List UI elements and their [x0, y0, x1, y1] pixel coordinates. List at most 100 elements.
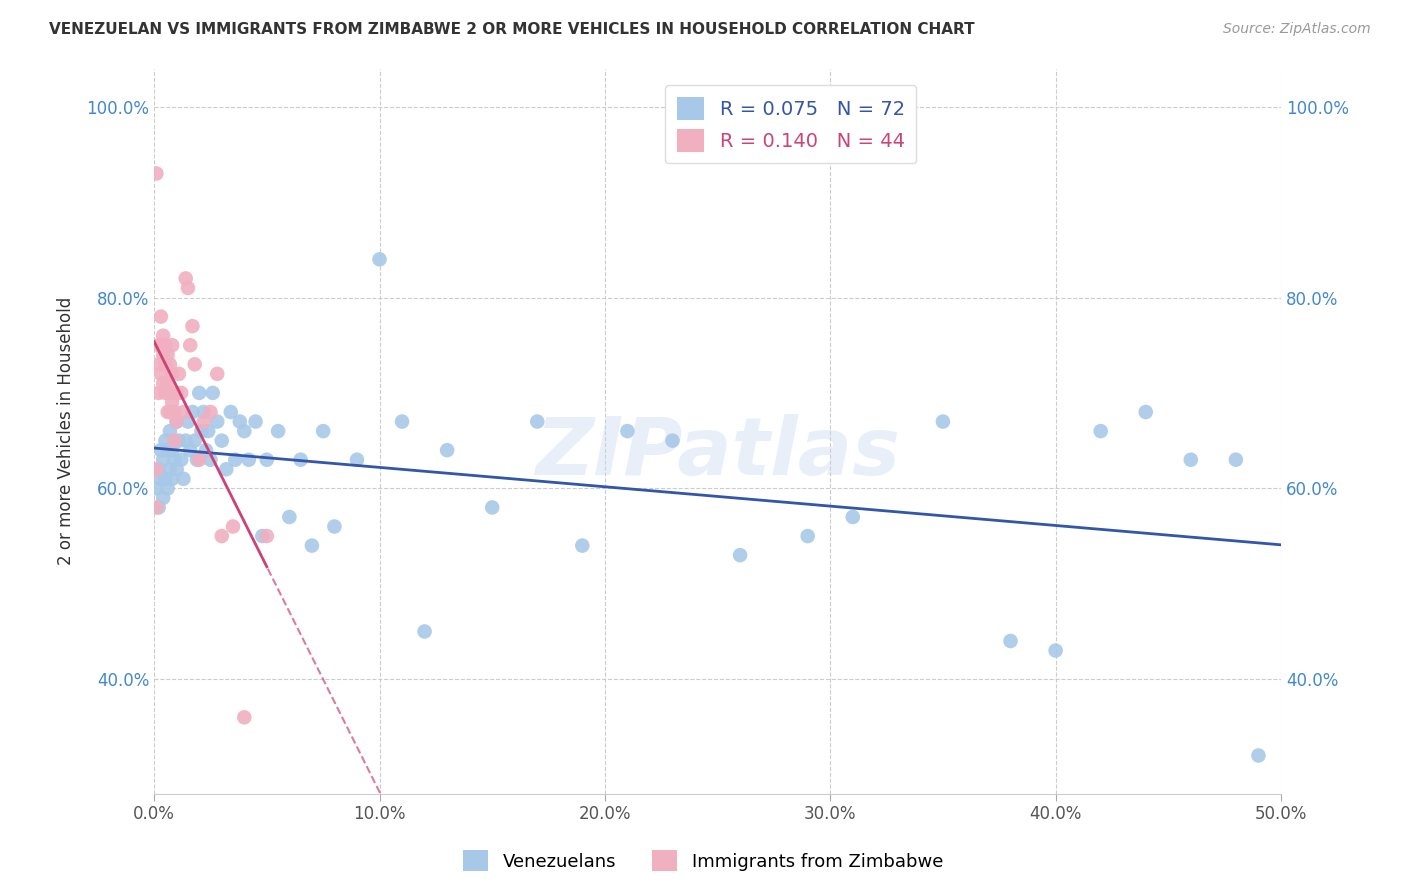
- Point: [481, 500, 503, 515]
- Point: [145, 462, 167, 476]
- Point: [166, 386, 188, 401]
- Point: [159, 357, 181, 371]
- Point: [152, 452, 174, 467]
- Point: [193, 405, 215, 419]
- Point: [1135, 405, 1157, 419]
- Point: [149, 367, 172, 381]
- Point: [177, 281, 200, 295]
- Point: [152, 491, 174, 505]
- Point: [149, 338, 172, 352]
- Point: [148, 357, 170, 371]
- Point: [301, 539, 323, 553]
- Point: [346, 452, 368, 467]
- Text: VENEZUELAN VS IMMIGRANTS FROM ZIMBABWE 2 OR MORE VEHICLES IN HOUSEHOLD CORRELATI: VENEZUELAN VS IMMIGRANTS FROM ZIMBABWE 2…: [49, 22, 974, 37]
- Point: [200, 405, 222, 419]
- Point: [170, 386, 193, 401]
- Point: [149, 472, 172, 486]
- Point: [188, 452, 211, 467]
- Point: [1247, 748, 1270, 763]
- Point: [166, 415, 188, 429]
- Point: [312, 424, 335, 438]
- Point: [181, 319, 204, 334]
- Legend: Venezuelans, Immigrants from Zimbabwe: Venezuelans, Immigrants from Zimbabwe: [456, 843, 950, 879]
- Point: [149, 310, 172, 324]
- Point: [152, 348, 174, 362]
- Point: [152, 376, 174, 391]
- Point: [145, 481, 167, 495]
- Point: [211, 434, 233, 448]
- Point: [290, 452, 312, 467]
- Point: [163, 452, 186, 467]
- Point: [252, 529, 274, 543]
- Point: [170, 452, 193, 467]
- Y-axis label: 2 or more Vehicles in Household: 2 or more Vehicles in Household: [58, 297, 75, 566]
- Point: [222, 519, 245, 533]
- Point: [167, 367, 190, 381]
- Point: [842, 510, 865, 524]
- Point: [156, 481, 179, 495]
- Point: [200, 452, 222, 467]
- Point: [1180, 452, 1202, 467]
- Point: [256, 529, 278, 543]
- Text: Source: ZipAtlas.com: Source: ZipAtlas.com: [1223, 22, 1371, 37]
- Point: [436, 443, 458, 458]
- Point: [159, 386, 181, 401]
- Point: [190, 424, 212, 438]
- Point: [160, 367, 183, 381]
- Point: [245, 415, 267, 429]
- Point: [207, 415, 229, 429]
- Point: [256, 452, 278, 467]
- Point: [155, 472, 177, 486]
- Point: [166, 415, 188, 429]
- Point: [152, 328, 174, 343]
- Point: [368, 252, 391, 267]
- Point: [179, 443, 201, 458]
- Point: [219, 405, 242, 419]
- Point: [207, 367, 229, 381]
- Point: [160, 338, 183, 352]
- Point: [166, 462, 188, 476]
- Point: [661, 434, 683, 448]
- Point: [156, 348, 179, 362]
- Point: [728, 548, 751, 562]
- Point: [224, 452, 246, 467]
- Point: [526, 415, 548, 429]
- Point: [163, 405, 186, 419]
- Point: [163, 434, 186, 448]
- Point: [229, 415, 252, 429]
- Point: [172, 472, 194, 486]
- Point: [197, 424, 219, 438]
- Point: [186, 452, 208, 467]
- Point: [796, 529, 818, 543]
- Point: [148, 386, 170, 401]
- Point: [1045, 643, 1067, 657]
- Point: [179, 338, 201, 352]
- Point: [215, 462, 238, 476]
- Point: [1000, 634, 1022, 648]
- Point: [156, 405, 179, 419]
- Point: [160, 395, 183, 409]
- Point: [148, 338, 170, 352]
- Point: [391, 415, 413, 429]
- Point: [160, 472, 183, 486]
- Point: [174, 434, 197, 448]
- Point: [159, 424, 181, 438]
- Point: [1225, 452, 1247, 467]
- Point: [155, 338, 177, 352]
- Point: [193, 415, 215, 429]
- Point: [233, 710, 256, 724]
- Point: [160, 443, 183, 458]
- Point: [155, 434, 177, 448]
- Point: [145, 500, 167, 515]
- Point: [1090, 424, 1112, 438]
- Point: [323, 519, 346, 533]
- Point: [195, 443, 218, 458]
- Point: [181, 405, 204, 419]
- Point: [148, 500, 170, 515]
- Point: [932, 415, 955, 429]
- Point: [188, 386, 211, 401]
- Point: [159, 405, 181, 419]
- Point: [159, 462, 181, 476]
- Point: [156, 376, 179, 391]
- Point: [174, 271, 197, 285]
